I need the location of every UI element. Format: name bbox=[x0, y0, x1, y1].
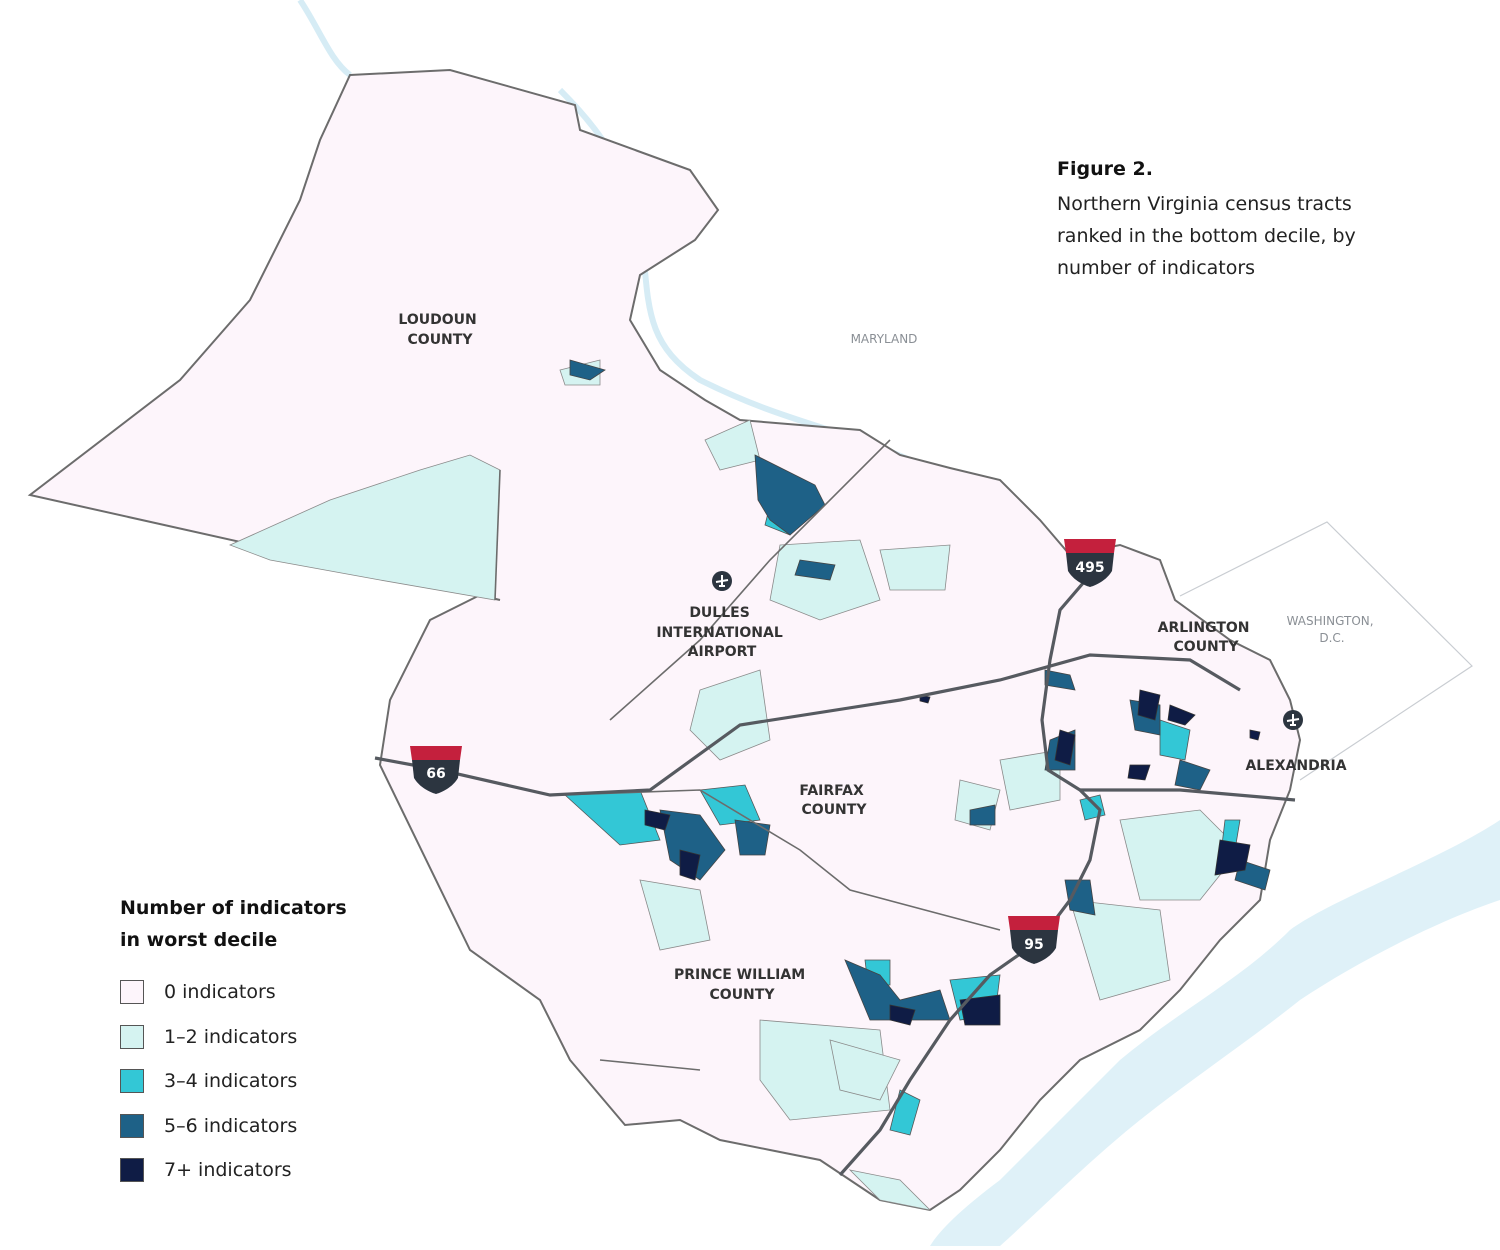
figure-subtitle: Northern Virginia census tracts ranked i… bbox=[1057, 188, 1397, 284]
legend-swatch bbox=[120, 1158, 144, 1183]
dc-boundary bbox=[1179, 521, 1473, 781]
legend-title-line: Number of indicators bbox=[120, 897, 347, 919]
legend-label: 0 indicators bbox=[164, 981, 276, 1004]
i66-road bbox=[374, 653, 1241, 797]
svg-text:95: 95 bbox=[1024, 937, 1043, 953]
i95-road bbox=[838, 938, 1041, 1177]
figure-subtitle-line: Northern Virginia census tracts bbox=[1057, 193, 1352, 215]
legend-swatch bbox=[120, 1113, 144, 1138]
tracts-7-plus bbox=[644, 689, 1261, 1026]
map-legend: Number of indicators in worst decile 0 i… bbox=[120, 892, 420, 1193]
legend-item: 0 indicators bbox=[120, 970, 420, 1015]
legend-title: Number of indicators in worst decile bbox=[120, 892, 420, 956]
dc-label: WASHINGTON, D.C. bbox=[1287, 614, 1378, 645]
i95-shield: 95 bbox=[1008, 916, 1060, 964]
alexandria-label: ALEXANDRIA bbox=[1245, 758, 1346, 774]
legend-swatch bbox=[120, 980, 144, 1005]
i495-road bbox=[1038, 573, 1102, 941]
airport-icon bbox=[1283, 710, 1303, 730]
legend-item: 1–2 indicators bbox=[120, 1015, 420, 1060]
arlington-label: ARLINGTON COUNTY bbox=[1158, 620, 1255, 655]
figure-title: Figure 2. bbox=[1057, 158, 1153, 180]
legend-title-line: in worst decile bbox=[120, 929, 278, 951]
figure-subtitle-line: ranked in the bottom decile, by bbox=[1057, 225, 1356, 247]
beltway-east bbox=[1080, 788, 1296, 802]
i66-shield: 66 bbox=[410, 746, 462, 794]
maryland-label: MARYLAND bbox=[851, 332, 918, 346]
legend-swatch bbox=[120, 1024, 144, 1049]
prince-william-label: PRINCE WILLIAM COUNTY bbox=[674, 967, 810, 1003]
loudoun-label: LOUDOUN COUNTY bbox=[398, 312, 481, 348]
county-boundaries bbox=[494, 439, 1001, 1071]
figure-subtitle-line: number of indicators bbox=[1057, 257, 1256, 279]
svg-text:495: 495 bbox=[1075, 560, 1104, 576]
airport-icon bbox=[712, 571, 732, 591]
legend-swatch bbox=[120, 1069, 144, 1094]
tracts-3-4 bbox=[564, 504, 1241, 1136]
legend-item: 3–4 indicators bbox=[120, 1059, 420, 1104]
highways bbox=[374, 573, 1296, 1177]
svg-text:66: 66 bbox=[426, 766, 445, 782]
legend-item: 7+ indicators bbox=[120, 1148, 420, 1193]
legend-label: 7+ indicators bbox=[164, 1159, 292, 1182]
potomac-river bbox=[930, 820, 1500, 1246]
legend-item: 5–6 indicators bbox=[120, 1104, 420, 1149]
legend-label: 5–6 indicators bbox=[164, 1114, 298, 1137]
i495-shield: 495 bbox=[1064, 539, 1116, 587]
tracts-1-2 bbox=[228, 359, 1241, 1211]
fairfax-label: FAIRFAX COUNTY bbox=[799, 783, 868, 818]
legend-label: 3–4 indicators bbox=[164, 1070, 298, 1093]
dulles-label: DULLES INTERNATIONAL AIRPORT bbox=[656, 605, 787, 660]
legend-label: 1–2 indicators bbox=[164, 1025, 298, 1048]
